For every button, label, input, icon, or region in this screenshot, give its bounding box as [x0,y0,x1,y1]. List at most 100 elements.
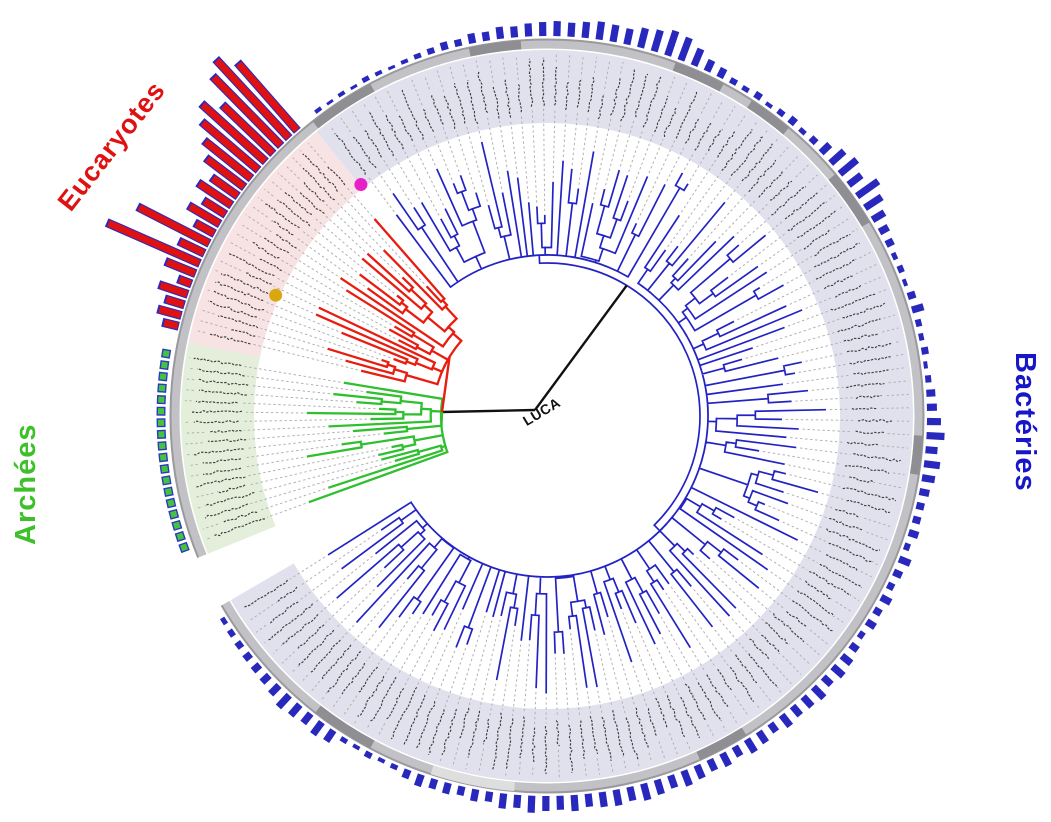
leader-line [605,123,622,186]
leaf-label [208,300,257,318]
leader-line [257,197,263,202]
abundance-bar-bacteries [892,568,904,579]
ring-dark-segment [312,83,375,129]
leader-line [729,711,738,725]
abundance-bar-bacteries [902,542,912,552]
leader-line [264,188,274,197]
leader-line [745,331,836,359]
leader-line [243,456,304,468]
leaf-label [251,241,280,259]
leaf-label [565,80,570,111]
abundance-bar-eucaryotes [178,276,192,287]
tree-eucaryotes [315,218,463,386]
abundance-bar-bacteries [268,682,282,697]
leader-line [291,669,295,674]
abundance-bar-bacteries [767,721,780,734]
leaf-label [796,209,837,239]
abundance-bar-bacteries [846,172,864,188]
abundance-bar-bacteries [914,318,923,328]
leaf-label [541,57,546,107]
leader-line [332,696,341,709]
sector-archees [181,343,276,554]
leader-line [734,695,750,718]
leader-line [792,647,811,666]
outer-glyphs [104,21,945,813]
leader-line [785,418,856,421]
abundance-bar-bacteries [439,41,449,51]
presence-square [158,452,169,463]
abundance-bar-bacteries [920,346,929,355]
abundance-bar-bacteries [925,446,938,455]
leader-line [292,157,302,167]
abundance-bar-bacteries [456,785,466,796]
leaf-label [846,382,885,389]
leader-line [300,229,358,273]
abundance-bar-bacteries [510,26,519,38]
orange-dot [269,288,283,302]
leaf-label [625,717,639,761]
leaf-label [230,329,256,337]
abundance-bar-bacteries [864,618,878,630]
abundance-bar-bacteries [901,278,909,287]
leader-line [248,430,350,440]
leader-line [502,56,506,75]
abundance-bar-bacteries [872,606,883,617]
leader-line [531,109,538,203]
leader-line [243,444,339,459]
leaf-label [274,233,297,249]
root-branches [440,284,628,426]
leader-line [479,619,501,709]
leader-line [593,117,612,200]
leader-line [768,220,784,234]
abundance-bar-bacteries [764,101,774,109]
leader-line [619,119,635,167]
leaf-label [326,165,346,186]
abundance-bar-bacteries [918,487,930,498]
leaf-label [758,170,783,198]
leader-line [795,397,854,402]
leaf-label [835,508,860,519]
luca-branch-west [441,408,536,414]
abundance-bar-bacteries [910,303,925,314]
leaf-label [846,342,892,353]
presence-square [158,371,168,382]
leaf-label [401,89,424,140]
leader-line [713,99,724,118]
leader-line [723,106,736,125]
leader-line [782,521,827,543]
leader-line [891,367,907,370]
leaf-label [519,716,526,759]
leader-line [888,380,908,384]
abundance-bar-eucaryotes [197,180,233,208]
leaf-label [203,467,242,475]
leaf-label [215,281,264,302]
abundance-bar-bacteries [650,29,664,53]
leader-line [820,184,827,191]
leaf-label [192,448,244,456]
abundance-bar-bacteries [609,24,620,43]
leaf-label [284,191,313,215]
leader-line [860,571,872,578]
leader-line [878,482,903,489]
leaf-label [528,58,534,107]
leader-line [665,592,716,668]
leader-line [343,695,358,716]
leader-line [864,276,882,285]
leader-line [637,763,640,767]
marker-dots [269,178,368,302]
leader-line [439,758,442,763]
leaf-label [299,192,325,215]
leaf-label [517,83,523,113]
abundance-bar-bacteries [339,736,349,745]
leaf-label [245,272,272,285]
leader-line [835,601,853,613]
leader-line [610,764,614,773]
leader-line [376,170,392,191]
leader-line [852,228,858,233]
leader-line [622,612,656,696]
leaf-label [849,476,875,483]
leader-line [660,616,698,681]
leader-line [677,81,688,104]
leaf-label [297,624,325,649]
abundance-bar-bacteries [250,662,263,674]
